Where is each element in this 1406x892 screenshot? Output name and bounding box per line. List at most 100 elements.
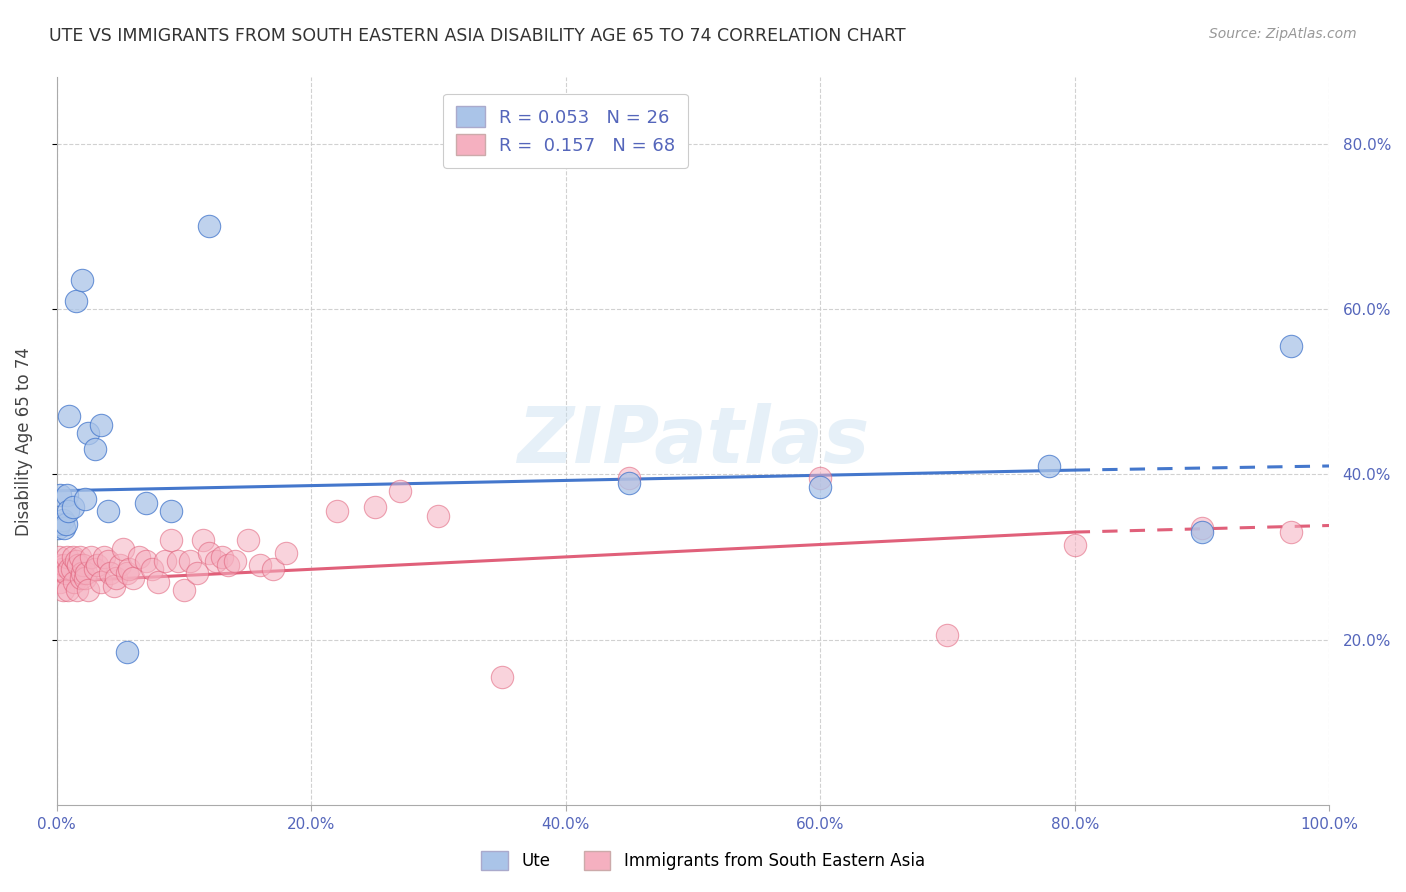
Point <box>65 554 87 568</box>
Point <box>56 488 79 502</box>
Point <box>70 566 93 581</box>
Point <box>49 488 72 502</box>
Point <box>153 554 176 568</box>
Point <box>122 570 145 584</box>
Point <box>105 570 128 584</box>
Point <box>204 554 226 568</box>
Point <box>491 670 513 684</box>
Point <box>148 574 170 589</box>
Text: Source: ZipAtlas.com: Source: ZipAtlas.com <box>1209 27 1357 41</box>
Point <box>128 549 150 564</box>
Point <box>135 496 157 510</box>
Point <box>62 500 84 515</box>
Point <box>77 425 100 440</box>
Point <box>389 483 412 498</box>
Point <box>52 513 75 527</box>
Point <box>46 521 69 535</box>
Point <box>118 562 141 576</box>
Point <box>166 554 188 568</box>
Point <box>56 504 79 518</box>
Point <box>65 293 87 308</box>
Point <box>80 549 103 564</box>
Point <box>427 508 450 523</box>
Point <box>1191 525 1213 540</box>
Point <box>115 566 138 581</box>
Point <box>75 566 97 581</box>
Point <box>77 582 100 597</box>
Point <box>364 500 387 515</box>
Point <box>262 562 284 576</box>
Point <box>808 471 831 485</box>
Legend: R = 0.053   N = 26, R =  0.157   N = 68: R = 0.053 N = 26, R = 0.157 N = 68 <box>443 94 688 168</box>
Point <box>56 549 79 564</box>
Point <box>224 554 246 568</box>
Point <box>62 549 84 564</box>
Point <box>90 417 112 432</box>
Point <box>141 562 163 576</box>
Point <box>619 475 641 490</box>
Point <box>90 574 112 589</box>
Point <box>58 562 80 576</box>
Point <box>249 558 271 573</box>
Point <box>83 562 105 576</box>
Point <box>69 549 91 564</box>
Point <box>51 562 73 576</box>
Point <box>110 558 132 573</box>
Point <box>53 558 76 573</box>
Point <box>173 582 195 597</box>
Point <box>60 562 83 576</box>
Point <box>93 549 115 564</box>
Point <box>217 558 239 573</box>
Point <box>115 645 138 659</box>
Point <box>179 554 201 568</box>
Point <box>186 566 208 581</box>
Point <box>198 546 221 560</box>
Point <box>58 409 80 424</box>
Point <box>103 579 125 593</box>
Legend: Ute, Immigrants from South Eastern Asia: Ute, Immigrants from South Eastern Asia <box>475 844 931 877</box>
Point <box>55 516 77 531</box>
Point <box>53 521 76 535</box>
Point <box>73 491 96 506</box>
Point <box>936 628 959 642</box>
Point <box>96 504 118 518</box>
Point <box>1191 521 1213 535</box>
Point <box>619 471 641 485</box>
Point <box>55 566 77 581</box>
Point <box>73 570 96 584</box>
Point <box>98 566 121 581</box>
Point <box>86 558 108 573</box>
Point <box>325 504 347 518</box>
Point <box>198 219 221 234</box>
Point <box>67 558 90 573</box>
Point <box>191 533 214 548</box>
Point <box>70 273 93 287</box>
Point <box>1038 458 1060 473</box>
Point <box>236 533 259 548</box>
Point <box>52 582 75 597</box>
Text: UTE VS IMMIGRANTS FROM SOUTH EASTERN ASIA DISABILITY AGE 65 TO 74 CORRELATION CH: UTE VS IMMIGRANTS FROM SOUTH EASTERN ASI… <box>49 27 905 45</box>
Point <box>56 582 79 597</box>
Point <box>808 480 831 494</box>
Point <box>1279 525 1302 540</box>
Point <box>72 558 94 573</box>
Point <box>66 582 89 597</box>
Point <box>83 442 105 457</box>
Point <box>63 574 86 589</box>
Point <box>48 549 70 564</box>
Point <box>1279 339 1302 353</box>
Text: ZIPatlas: ZIPatlas <box>517 403 869 479</box>
Y-axis label: Disability Age 65 to 74: Disability Age 65 to 74 <box>15 347 32 535</box>
Point <box>48 516 70 531</box>
Point <box>135 554 157 568</box>
Point <box>69 570 91 584</box>
Point <box>160 504 183 518</box>
Point <box>49 574 72 589</box>
Point <box>1063 537 1085 551</box>
Point <box>160 533 183 548</box>
Point <box>274 546 297 560</box>
Point <box>111 541 134 556</box>
Point <box>211 549 233 564</box>
Point <box>46 558 69 573</box>
Point <box>96 554 118 568</box>
